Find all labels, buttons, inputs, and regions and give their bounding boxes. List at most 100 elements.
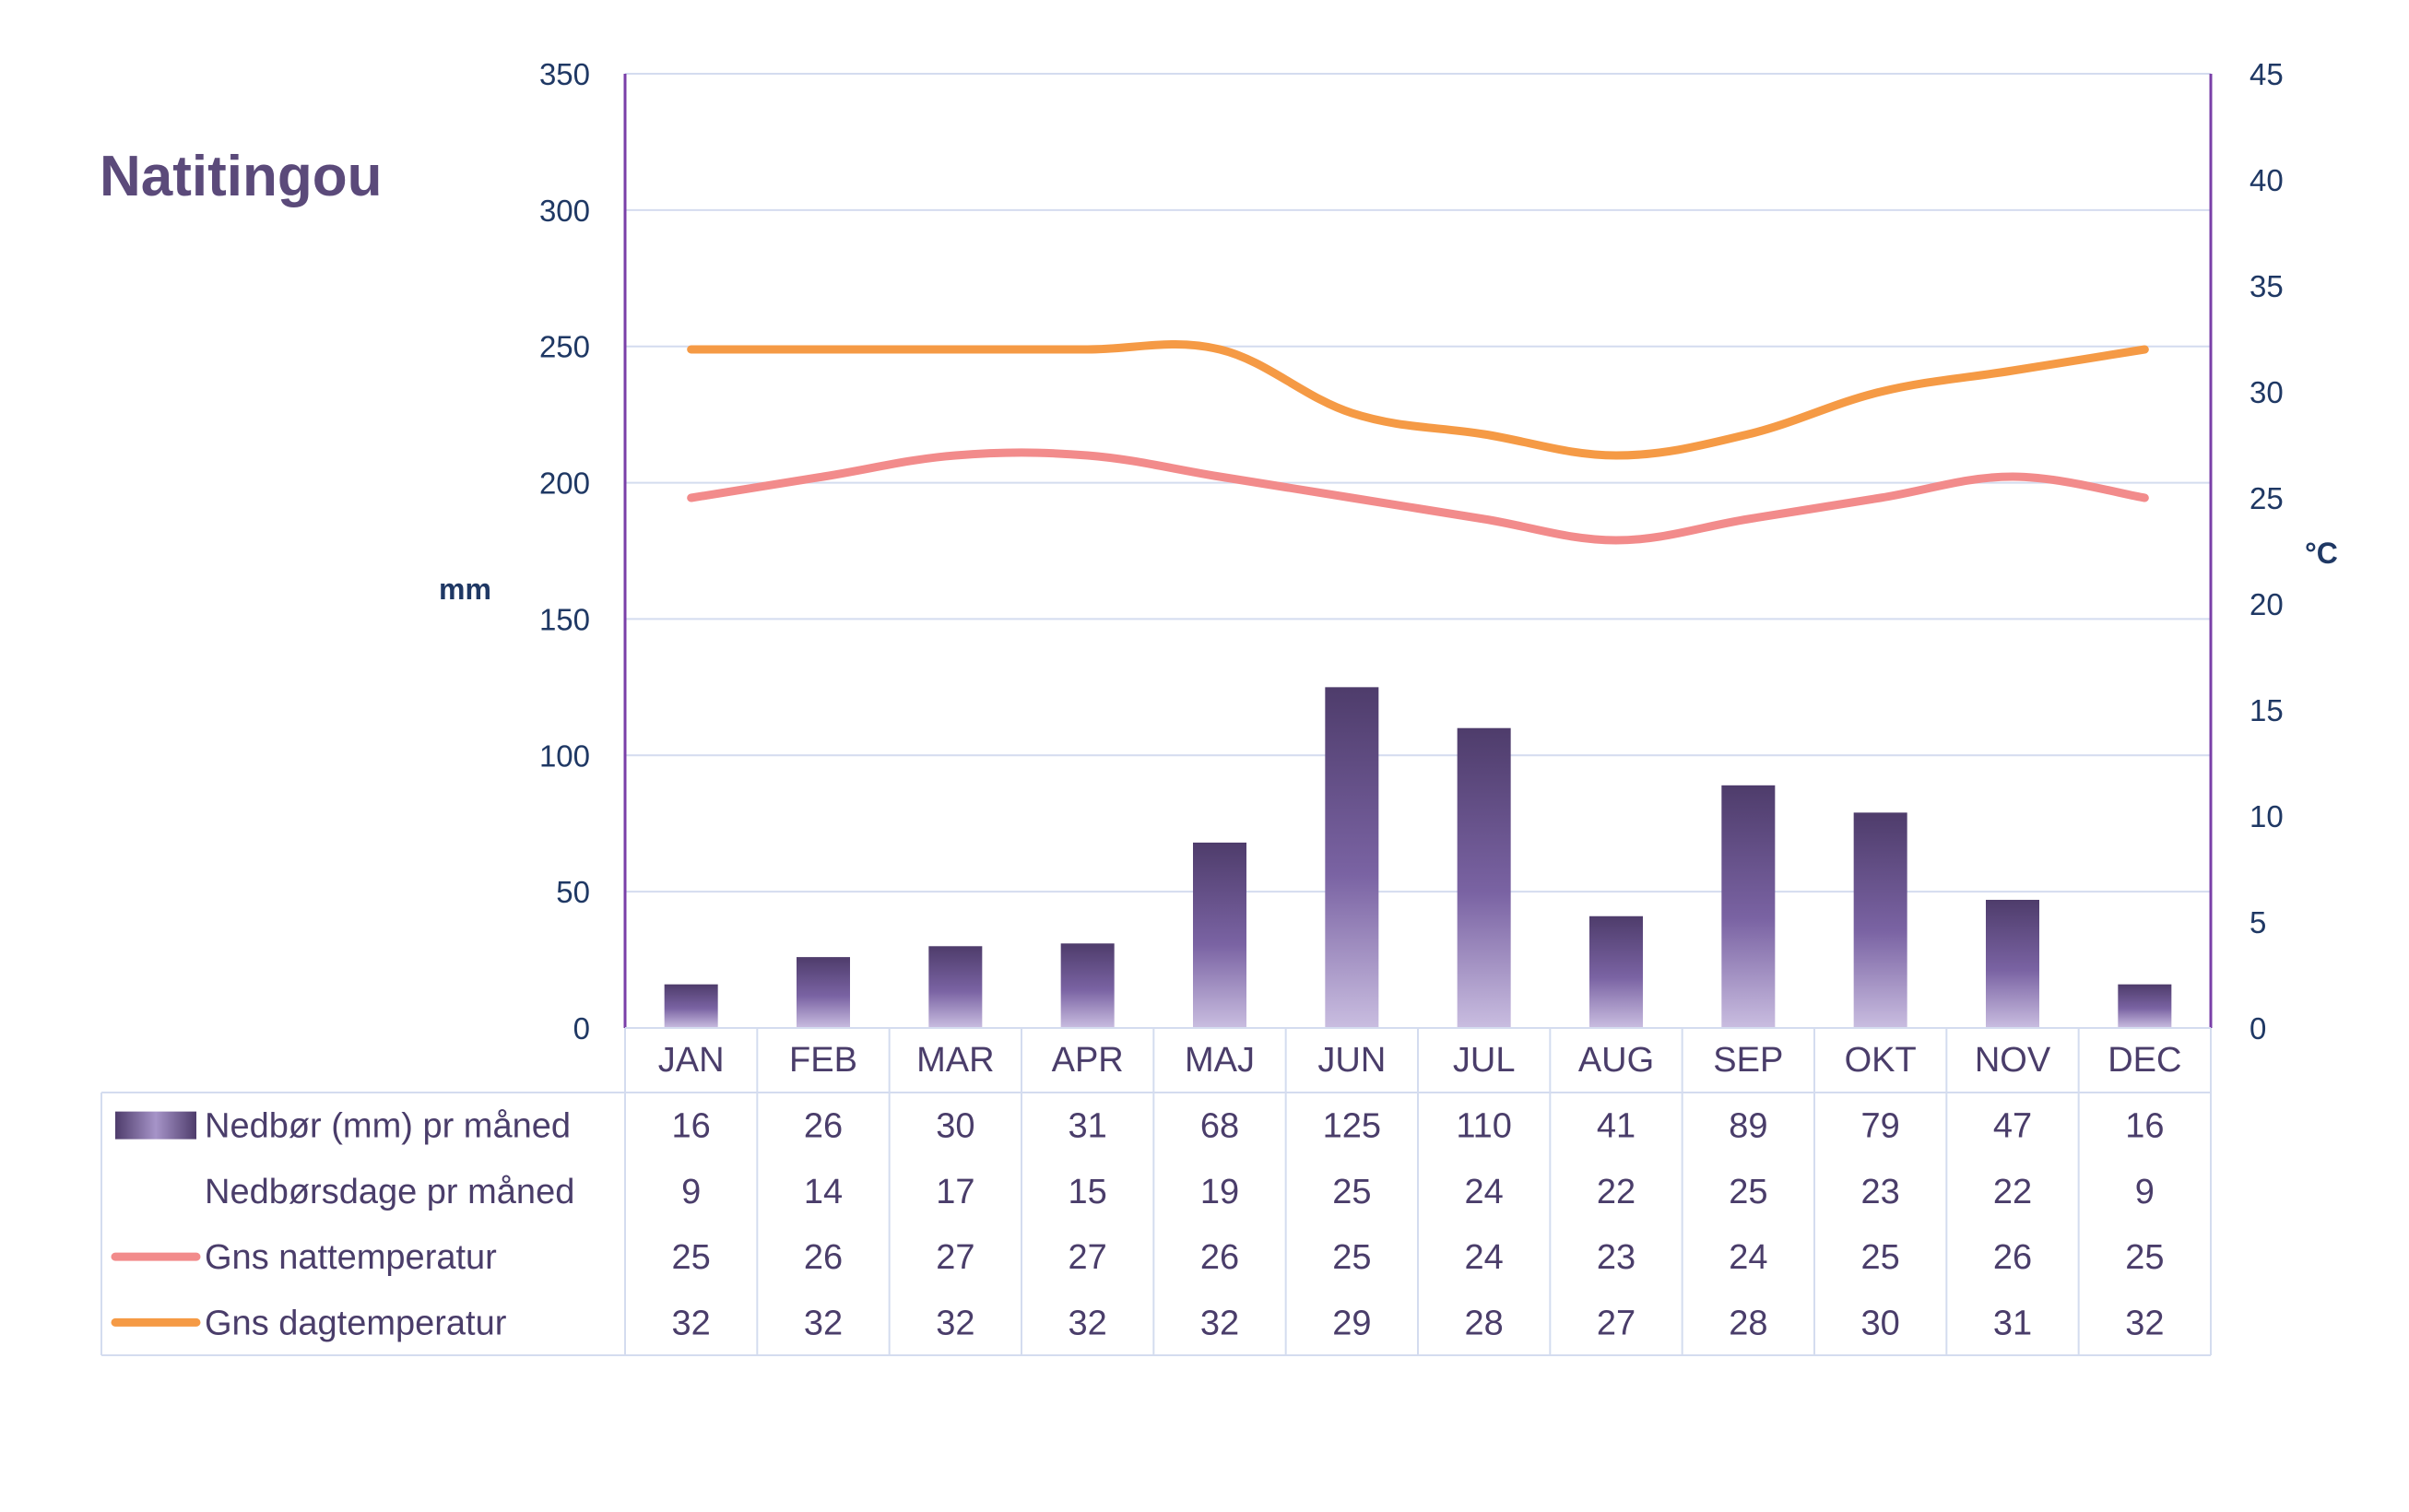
table-cell: 47 <box>1993 1107 2032 1146</box>
data-table: JAN FEB MAR APR MAJ JUN JUL AUG SEP OKT NOV DEC Nedb… <box>100 1027 2212 1356</box>
y-right-tick-label: 0 <box>2250 1011 2266 1045</box>
bar <box>1325 687 1379 1028</box>
table-cell: 30 <box>936 1107 974 1146</box>
bar <box>1457 727 1511 1028</box>
y-left-tick-label: 100 <box>539 738 590 773</box>
table-cell: 9 <box>681 1173 701 1211</box>
y-left-tick-label: 300 <box>539 194 590 228</box>
table-cell: 29 <box>1332 1304 1371 1342</box>
x-tick-label: OKT <box>1845 1041 1917 1080</box>
table-cell: 125 <box>1323 1107 1381 1146</box>
table-cell: 25 <box>2125 1238 2164 1277</box>
table-cell: 26 <box>804 1238 843 1277</box>
x-tick-label: DEC <box>2108 1041 2181 1080</box>
table-cell: 23 <box>1861 1173 1900 1211</box>
table-cell: 28 <box>1729 1304 1767 1342</box>
x-tick-label: JAN <box>658 1041 725 1080</box>
temperature-lines <box>687 340 2149 545</box>
table-cell: 28 <box>1465 1304 1504 1342</box>
table-cell: 25 <box>1332 1238 1371 1277</box>
x-tick-label: JUL <box>1453 1041 1516 1080</box>
bar <box>1721 785 1776 1028</box>
table-cell: 110 <box>1456 1107 1512 1146</box>
table-cell: 22 <box>1993 1173 2032 1211</box>
table-cell: 32 <box>672 1304 711 1342</box>
table-row-label: Gns dagtemperatur <box>205 1304 507 1342</box>
table-cell: 16 <box>672 1107 711 1146</box>
bars <box>664 687 2172 1028</box>
table-cell: 32 <box>1200 1304 1239 1342</box>
y-left-tick-label: 250 <box>539 330 590 364</box>
day-temperature-line <box>687 340 2149 460</box>
y-left-tick-label: 350 <box>539 57 590 91</box>
table-cell: 24 <box>1465 1173 1504 1211</box>
y-right-tick-label: 40 <box>2250 163 2284 197</box>
bar <box>1060 943 1115 1028</box>
x-tick-label: NOV <box>1975 1041 2051 1080</box>
table-cell: 24 <box>1465 1238 1504 1277</box>
y-right-tick-label: 45 <box>2250 57 2284 91</box>
table-row-label: Nedbørsdage pr måned <box>205 1173 574 1211</box>
x-tick-label: JUN <box>1317 1041 1386 1080</box>
table-cell: 32 <box>1069 1304 1107 1342</box>
table-cell: 41 <box>1597 1107 1636 1146</box>
table-cell: 32 <box>2125 1304 2164 1342</box>
bar <box>2118 984 2172 1028</box>
table-cell: 31 <box>1993 1304 2032 1342</box>
table-cell: 17 <box>936 1173 974 1211</box>
table-cell: 68 <box>1200 1107 1239 1146</box>
y-right-tick-label: 35 <box>2250 269 2284 303</box>
table-cell: 32 <box>936 1304 974 1342</box>
table-cell: 22 <box>1597 1173 1636 1211</box>
legend-key-bar <box>115 1111 196 1140</box>
table-cell: 79 <box>1861 1107 1900 1146</box>
table-cell: 32 <box>804 1304 843 1342</box>
table-cell: 27 <box>1069 1238 1107 1277</box>
x-tick-label: AUG <box>1578 1041 1654 1080</box>
table-cell: 23 <box>1597 1238 1636 1277</box>
y-right-tick-label: 25 <box>2250 481 2284 515</box>
y-axis-left-label: mm <box>439 573 491 606</box>
table-cell: 25 <box>1861 1238 1900 1277</box>
y-left-tick-label: 50 <box>556 875 590 909</box>
bar <box>1986 900 2039 1028</box>
table-cell: 27 <box>1597 1304 1636 1342</box>
y-right-tick-label: 30 <box>2250 375 2284 409</box>
y-right-tick-label: 5 <box>2250 905 2266 939</box>
bar <box>797 957 850 1028</box>
bar <box>664 984 718 1028</box>
y-left-tick-label: 200 <box>539 467 590 501</box>
x-tick-label: MAJ <box>1185 1041 1255 1080</box>
x-tick-label: FEB <box>789 1041 857 1080</box>
bar <box>1589 915 1643 1028</box>
x-tick-label: MAR <box>916 1041 994 1080</box>
table-cell: 9 <box>2135 1173 2155 1211</box>
x-tick-label: APR <box>1052 1041 1124 1080</box>
table-cell: 31 <box>1069 1107 1107 1146</box>
table-cell: 25 <box>1332 1173 1371 1211</box>
table-cell: 30 <box>1861 1304 1900 1342</box>
bar <box>928 946 983 1028</box>
y-axis-right-label: °C <box>2305 537 2338 570</box>
bar <box>1193 842 1246 1028</box>
y-right-tick-label: 10 <box>2250 799 2284 833</box>
table-cell: 16 <box>2125 1107 2164 1146</box>
table-cell: 26 <box>804 1107 843 1146</box>
table-cell: 89 <box>1729 1107 1767 1146</box>
table-cell: 26 <box>1200 1238 1239 1277</box>
table-row-label: Gns nattemperatur <box>205 1238 497 1277</box>
table-cell: 26 <box>1993 1238 2032 1277</box>
chart-title: Natitingou <box>100 145 383 208</box>
table-cell: 25 <box>1729 1173 1767 1211</box>
axes: 0 50 100 150 200 250 300 350 0 5 10 15 20 25 30 35 40 45 <box>539 57 2284 1045</box>
y-left-tick-label: 0 <box>573 1011 590 1045</box>
table-cell: 14 <box>804 1173 843 1211</box>
bar <box>1853 812 1907 1028</box>
night-temperature-line <box>687 448 2149 545</box>
table-cell: 19 <box>1200 1173 1239 1211</box>
y-right-tick-label: 15 <box>2250 693 2284 727</box>
y-right-tick-label: 20 <box>2250 587 2284 621</box>
y-left-tick-label: 150 <box>539 602 590 636</box>
table-cell: 15 <box>1069 1173 1107 1211</box>
